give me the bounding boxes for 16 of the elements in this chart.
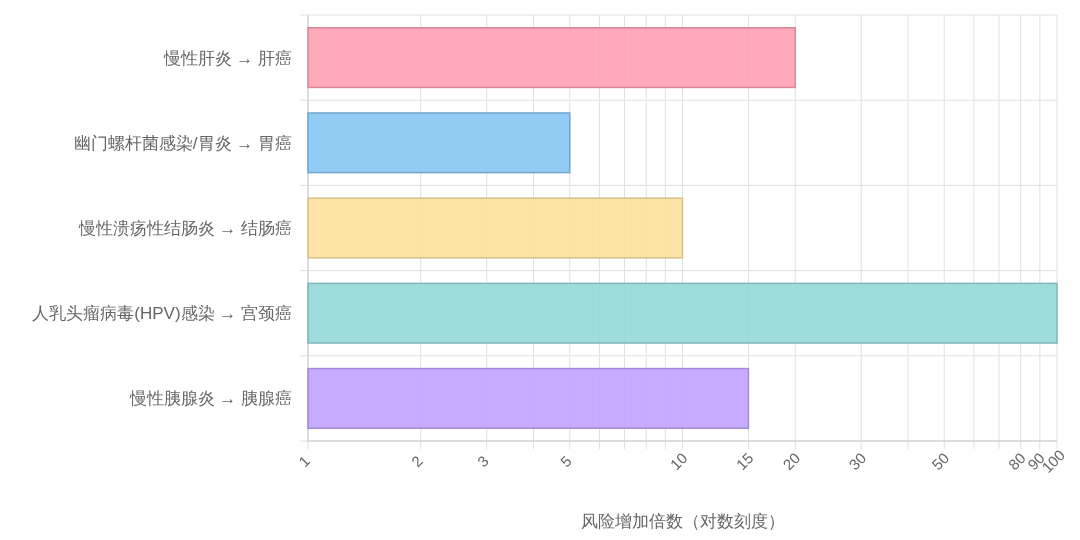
x-tick-label: 10: [666, 449, 691, 474]
y-tick-label: 慢性肝炎 → 肝癌: [162, 48, 292, 68]
x-tick-label: 1: [295, 452, 314, 471]
x-tick-label: 20: [779, 449, 804, 474]
x-tick-label: 80: [1004, 449, 1029, 474]
x-tick-label: 50: [928, 449, 953, 474]
x-tick-label: 30: [845, 449, 870, 474]
x-tick-label: 3: [473, 452, 492, 471]
x-tick-label: 5: [556, 452, 575, 471]
x-tick-label: 15: [732, 449, 757, 474]
x-axis-title: 风险增加倍数（对数刻度）: [580, 512, 785, 531]
y-tick-label: 人乳头瘤病毒(HPV)感染 → 宫颈癌: [32, 304, 292, 324]
y-tick-label: 慢性胰腺炎 → 胰腺癌: [128, 389, 292, 409]
y-tick-label: 慢性溃疡性结肠炎 → 结肠癌: [77, 219, 292, 238]
x-tick-label: 2: [407, 452, 426, 471]
y-tick-label: 幽门螺杆菌感染/胃炎 → 胃癌: [73, 133, 292, 153]
